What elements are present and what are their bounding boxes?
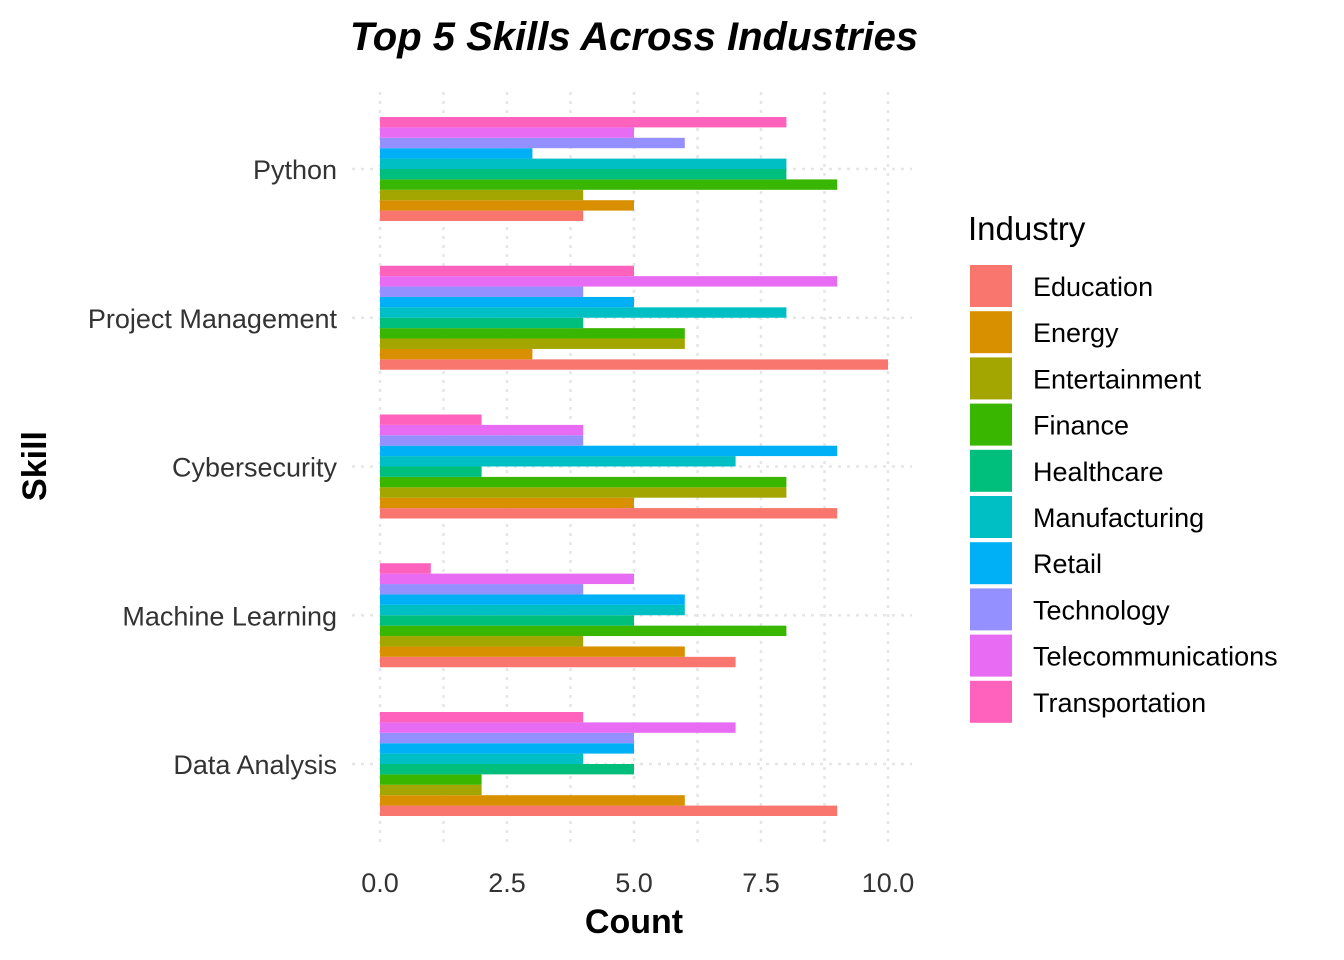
bar-data-analysis-transportation <box>380 712 584 723</box>
bar-machine-learning-transportation <box>380 563 431 574</box>
x-tick-label: 7.5 <box>742 868 780 898</box>
legend-label: Energy <box>1033 318 1119 348</box>
bar-machine-learning-healthcare <box>380 615 634 626</box>
legend-label: Telecommunications <box>1033 642 1278 672</box>
bar-python-finance <box>380 179 838 190</box>
bar-python-manufacturing <box>380 158 787 169</box>
bar-python-entertainment <box>380 189 584 201</box>
legend-label: Technology <box>1033 595 1170 625</box>
bar-python-energy <box>380 200 634 211</box>
bar-python-education <box>380 210 584 221</box>
legend-label: Transportation <box>1033 688 1206 718</box>
bar-project-management-telecommunications <box>380 276 838 287</box>
bar-data-analysis-finance <box>380 774 482 785</box>
x-tick-label: 2.5 <box>488 868 526 898</box>
bar-project-management-technology <box>380 286 584 297</box>
bar-cybersecurity-telecommunications <box>380 424 584 436</box>
bar-project-management-entertainment <box>380 338 685 349</box>
bar-cybersecurity-energy <box>380 497 634 509</box>
bar-data-analysis-retail <box>380 743 634 754</box>
legend-label: Healthcare <box>1033 457 1164 487</box>
bar-cybersecurity-healthcare <box>380 466 482 477</box>
x-tick-label: 0.0 <box>361 868 399 898</box>
bar-python-telecommunications <box>380 127 634 138</box>
bar-cybersecurity-transportation <box>380 414 482 425</box>
legend-key-finance <box>970 403 1012 446</box>
bar-project-management-healthcare <box>380 317 584 329</box>
bar-data-analysis-telecommunications <box>380 722 736 733</box>
legend-title: Industry <box>968 210 1086 247</box>
legend-key-entertainment <box>970 357 1012 400</box>
legend-key-education <box>970 265 1012 307</box>
y-tick-label: Project Management <box>88 304 338 334</box>
legend-label: Education <box>1033 272 1153 302</box>
legend-key-transportation <box>970 680 1012 723</box>
bar-project-management-manufacturing <box>380 307 787 318</box>
y-tick-label: Machine Learning <box>122 601 337 631</box>
bar-machine-learning-technology <box>380 584 584 595</box>
x-tick-label: 5.0 <box>615 868 653 898</box>
bar-data-analysis-healthcare <box>380 764 634 775</box>
legend-key-technology <box>970 588 1012 631</box>
bar-cybersecurity-finance <box>380 476 787 488</box>
legend-label: Retail <box>1033 549 1102 579</box>
x-axis-title: Count <box>585 903 683 941</box>
bar-machine-learning-retail <box>380 594 685 605</box>
bar-project-management-retail <box>380 296 634 308</box>
legend-key-manufacturing <box>970 496 1012 538</box>
legend-key-telecommunications <box>970 634 1012 677</box>
bar-project-management-transportation <box>380 265 634 277</box>
bar-cybersecurity-retail <box>380 445 838 457</box>
bar-machine-learning-education <box>380 656 736 668</box>
x-axis-tick-labels: 0.0 2.5 5.0 7.5 10.0 <box>361 868 914 898</box>
y-tick-label: Data Analysis <box>173 750 337 780</box>
bars <box>380 117 888 816</box>
bar-machine-learning-finance <box>380 625 787 637</box>
bar-python-transportation <box>380 117 787 128</box>
bar-data-analysis-technology <box>380 732 634 744</box>
legend-key-energy <box>970 311 1012 354</box>
bar-project-management-finance <box>380 328 685 339</box>
y-tick-label: Cybersecurity <box>172 453 338 483</box>
legend-key-healthcare <box>970 449 1012 492</box>
bar-machine-learning-telecommunications <box>380 573 634 585</box>
y-axis-tick-labels: Python Project Management Cybersecurity Mac… <box>88 155 338 780</box>
legend: Industry Education Energy Entertainment Fin… <box>968 210 1278 723</box>
bar-python-healthcare <box>380 169 787 180</box>
bar-cybersecurity-technology <box>380 435 584 446</box>
bar-data-analysis-manufacturing <box>380 753 584 764</box>
bar-machine-learning-energy <box>380 646 685 657</box>
bar-cybersecurity-education <box>380 508 838 519</box>
bar-data-analysis-energy <box>380 795 685 806</box>
bar-data-analysis-education <box>380 805 838 816</box>
bar-project-management-education <box>380 359 888 370</box>
legend-key-retail <box>970 542 1012 585</box>
bar-machine-learning-entertainment <box>380 636 584 647</box>
chart-title: Top 5 Skills Across Industries <box>350 15 918 59</box>
legend-label: Manufacturing <box>1033 503 1204 533</box>
bar-python-technology <box>380 137 685 149</box>
bar-project-management-energy <box>380 348 533 360</box>
bar-machine-learning-manufacturing <box>380 604 685 616</box>
legend-label: Finance <box>1033 411 1129 441</box>
legend-label: Entertainment <box>1033 364 1202 394</box>
x-tick-label: 10.0 <box>862 868 915 898</box>
bar-python-retail <box>380 148 533 159</box>
bar-cybersecurity-manufacturing <box>380 456 736 467</box>
bar-data-analysis-entertainment <box>380 784 482 796</box>
bar-cybersecurity-entertainment <box>380 487 787 498</box>
y-tick-label: Python <box>253 155 337 185</box>
y-axis-title: Skill <box>16 431 54 501</box>
